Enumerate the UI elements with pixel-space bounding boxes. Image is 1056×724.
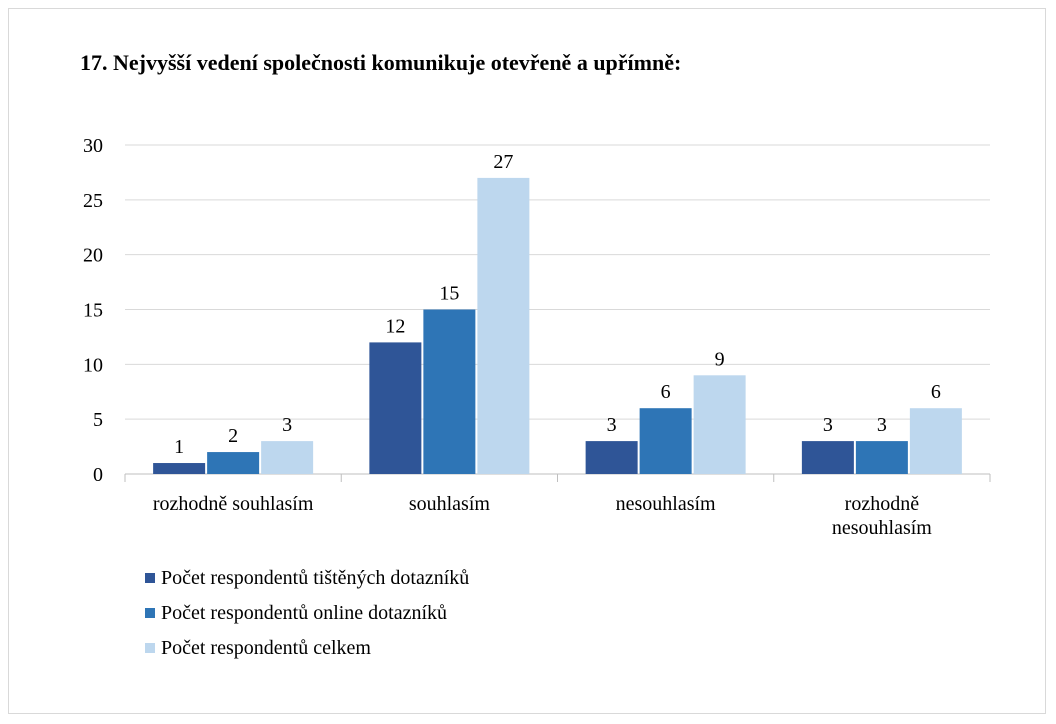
legend-swatch: [145, 643, 155, 653]
y-tick-label: 0: [93, 464, 103, 486]
y-tick-label: 15: [83, 300, 103, 322]
data-label: 15: [439, 283, 459, 305]
bar: [693, 375, 746, 474]
legend-item: Počet respondentů celkem: [145, 636, 371, 660]
legend-label: Počet respondentů tištěných dotazníků: [161, 567, 470, 589]
data-label: 6: [931, 381, 941, 403]
y-tick-label: 5: [93, 409, 103, 431]
frame: [8, 8, 1046, 714]
data-label: 3: [607, 414, 617, 436]
legend-item: Počet respondentů online dotazníků: [145, 601, 447, 625]
y-tick-label: 30: [83, 135, 103, 157]
bar: [477, 177, 530, 474]
chart-title: 17. Nejvyšší vedení společnosti komuniku…: [80, 50, 681, 75]
x-tick-label: rozhodně souhlasím: [152, 493, 314, 515]
legend-label: Počet respondentů celkem: [161, 637, 371, 659]
data-label: 12: [385, 315, 405, 337]
bar: [153, 463, 206, 474]
legend-swatch: [145, 573, 155, 583]
data-label: 3: [282, 414, 292, 436]
bar: [801, 441, 854, 474]
bar: [261, 441, 314, 474]
x-tick-label: souhlasím: [408, 493, 490, 515]
data-label: 6: [661, 381, 671, 403]
data-label: 1: [174, 436, 184, 458]
y-tick-label: 25: [83, 190, 103, 212]
bar: [855, 441, 908, 474]
y-tick-label: 20: [83, 245, 103, 267]
bar: [369, 342, 422, 474]
x-tick-label: nesouhlasím: [615, 493, 716, 515]
legend-label: Počet respondentů online dotazníků: [161, 602, 448, 624]
y-tick-label: 10: [83, 354, 103, 376]
bar: [639, 408, 692, 474]
data-label: 3: [823, 414, 833, 436]
data-label: 3: [877, 414, 887, 436]
bar: [423, 309, 476, 474]
legend-item: Počet respondentů tištěných dotazníků: [145, 566, 469, 590]
data-label: 2: [228, 425, 238, 447]
x-tick-label: rozhodně nesouhlasím: [831, 493, 932, 539]
bar: [207, 452, 260, 474]
legend-swatch: [145, 608, 155, 618]
data-label: 27: [493, 151, 513, 173]
data-label: 9: [715, 348, 725, 370]
bar: [585, 441, 638, 474]
bar: [909, 408, 962, 474]
